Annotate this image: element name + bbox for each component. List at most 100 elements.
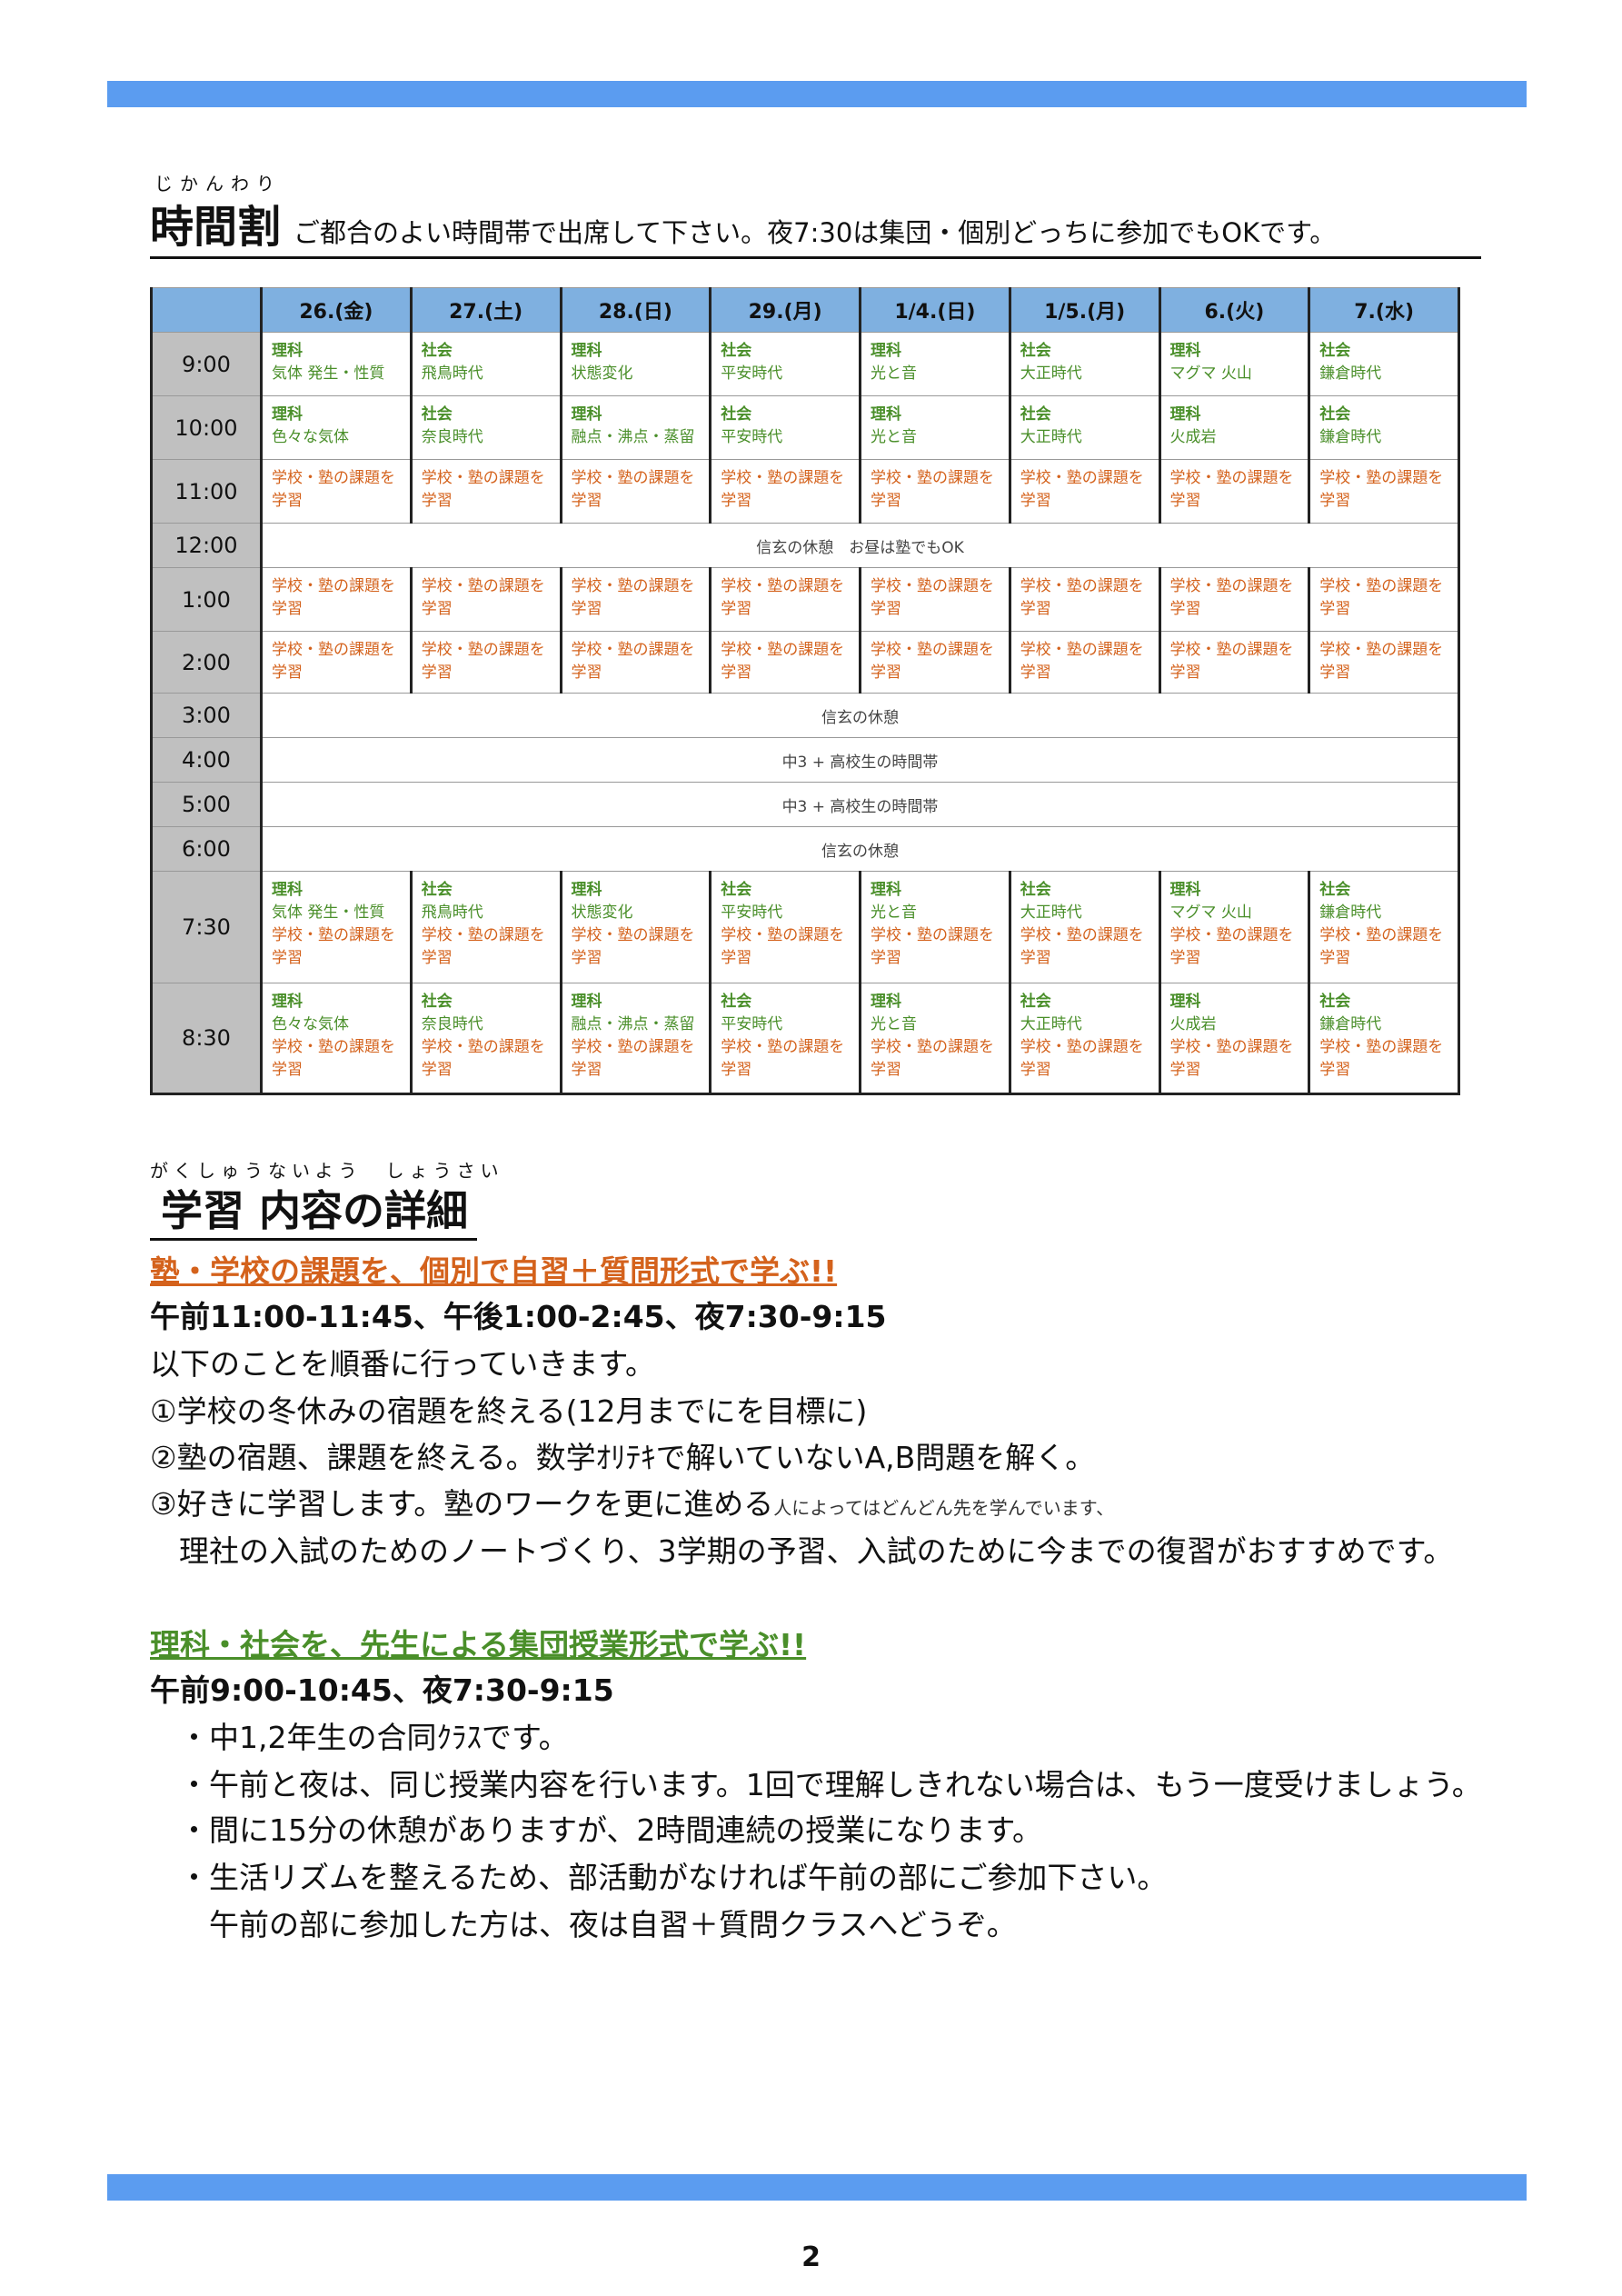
class-cell: 理科 光と音 学校・塾の課題を 学習 [859,871,1010,983]
subject: 社会 [1319,881,1351,899]
class-cell: 社会 大正時代 [1008,332,1160,396]
class-cell: 社会 鎌倉時代 [1308,395,1460,460]
subject: 社会 [1020,342,1051,360]
study-text: 学習 [871,949,901,967]
class-cell: 学校・塾の課題を 学習 [409,567,562,632]
subject: 理科 [571,881,602,899]
study-text: 学校・塾の課題を [571,926,695,944]
group-bullet: ・午前と夜は、同じ授業内容を行います。1回で理解しきれない場合は、もう一度受けま… [179,1767,1482,1802]
day-header: 1/5.(月) [1008,287,1160,333]
subject: 社会 [1319,342,1351,360]
day-header: 1/4.(日) [859,287,1010,333]
subject: 理科 [272,993,303,1011]
time-label: 1:00 [150,567,263,632]
class-cell: 学校・塾の課題を 学習 [1008,631,1160,694]
class-cell: 社会 飛鳥時代 [409,332,562,396]
subject: 社会 [721,405,752,424]
timetable-row: 12:00 信玄の休憩 お昼は塾でもOK [150,523,1460,568]
break-cell: 中3 + 高校生の時間帯 [261,737,1460,783]
study-text: 学習 [272,664,303,682]
study-text: 学校・塾の課題を [1020,469,1144,487]
topic: 飛鳥時代 [421,364,483,383]
class-cell: 学校・塾の課題を 学習 [1158,459,1310,524]
topic: 平安時代 [721,428,783,446]
class-cell: 社会 平安時代 学校・塾の課題を 学習 [709,871,861,983]
study-text: 学習 [871,664,901,682]
study-text: 学習 [571,600,602,618]
subject: 理科 [571,405,602,424]
class-cell: 社会 鎌倉時代 学校・塾の課題を 学習 [1308,871,1460,983]
study-text: 学校・塾の課題を [1319,469,1444,487]
subject: 社会 [721,881,752,899]
study-text: 学習 [1020,664,1051,682]
day-header: 26.(金) [260,287,412,333]
subject: 理科 [1169,342,1201,360]
class-cell: 学校・塾の課題を 学習 [1008,459,1160,524]
title-main: 時間割 [150,202,282,253]
group-times: 午前9:00-10:45、夜7:30-9:15 [150,1672,614,1708]
subject: 社会 [1319,993,1351,1011]
individual-item-3-cont: 理社の入試のためのノートづくり、3学期の予習、入試のために今までの復習がおすすめ… [179,1533,1454,1569]
study-text: 学校・塾の課題を [421,1038,545,1056]
topic: 気体 発生・性質 [272,364,385,383]
study-text: 学校・塾の課題を [421,469,545,487]
study-text: 学校・塾の課題を [721,926,845,944]
study-text: 学校・塾の課題を [1319,926,1444,944]
timetable-row: 9:00 理科 気体 発生・性質 社会 飛鳥時代 理科 状態変化 社会 平安時代 理科 光と音 社会大… [150,332,1460,396]
topic: 光と音 [871,364,917,383]
class-cell: 学校・塾の課題を 学習 [859,459,1010,524]
class-cell: 理科 色々な気体 [260,395,412,460]
class-cell: 社会 奈良時代 学校・塾の課題を 学習 [409,983,562,1095]
topic: 平安時代 [721,1015,783,1033]
study-text: 学習 [721,664,752,682]
class-cell: 理科 火成岩 [1158,395,1310,460]
individual-item-2: ②塾の宿題、課題を終える。数学ｵﾘﾃｷで解いていないA,B問題を解く。 [150,1440,1096,1475]
topic: 奈良時代 [421,1015,483,1033]
study-text: 学習 [721,492,752,510]
time-label: 6:00 [150,826,263,872]
study-text: 学校・塾の課題を [1020,1038,1144,1056]
study-text: 学習 [1169,600,1201,618]
subject: 理科 [871,881,901,899]
subject: 理科 [272,881,303,899]
study-text: 学校・塾の課題を [871,926,994,944]
study-text: 学習 [421,1061,453,1079]
subject: 社会 [1020,881,1051,899]
study-text: 学校・塾の課題を [721,469,845,487]
study-text: 学校・塾の課題を [1020,577,1144,595]
topic: 火成岩 [1169,1015,1217,1033]
study-text: 学習 [871,1061,901,1079]
timetable-row: 6:00 信玄の休憩 [150,826,1460,872]
class-cell: 理科 状態変化 学校・塾の課題を 学習 [559,871,711,983]
timetable-row: 11:00 学校・塾の課題を 学習 学校・塾の課題を 学習 学校・塾の課題を 学習 学校・塾の… [150,459,1460,524]
study-text: 学校・塾の課題を [1319,577,1444,595]
class-cell: 理科 光と音 [859,332,1010,396]
title-ruby: じかんわり [154,173,282,195]
day-header: 28.(日) [559,287,711,333]
study-text: 学校・塾の課題を [1319,641,1444,659]
topic: 融点・沸点・蒸留 [571,428,695,446]
group-bullet: ・生活リズムを整えるため、部活動がなければ午前の部にご参加下さい。 [179,1860,1168,1895]
study-text: 学校・塾の課題を [1169,641,1294,659]
study-text: 学習 [1169,664,1201,682]
study-text: 学習 [1169,1061,1201,1079]
topic: マグマ 火山 [1169,903,1252,922]
study-text: 学校・塾の課題を [871,469,994,487]
time-label: 9:00 [150,332,263,396]
study-text: 学校・塾の課題を [1169,469,1294,487]
page-title: 時間割 ご都合のよい時間帯で出席して下さい。夜7:30は集団・個別どっちに参加でも… [150,191,1481,259]
subject: 社会 [721,342,752,360]
topic: 光と音 [871,1015,917,1033]
individual-heading: 塾・学校の課題を、個別で自習＋質問形式で学ぶ!! [150,1253,838,1289]
study-text: 学習 [272,949,303,967]
topic: 状態変化 [571,364,633,383]
break-cell: 信玄の休憩 お昼は塾でもOK [261,523,1460,568]
title-subtitle: ご都合のよい時間帯で出席して下さい。夜7:30は集団・個別どっちに参加でもOKで… [294,217,1337,248]
class-cell: 理科 融点・沸点・蒸留 学校・塾の課題を 学習 [559,983,711,1095]
topic: 色々な気体 [272,428,349,446]
details-title: 学習 内容の詳細 [150,1178,478,1241]
subject: 社会 [1319,405,1351,424]
topic: 鎌倉時代 [1319,903,1382,922]
timetable-row: 8:30 理科 色々な気体 学校・塾の課題を 学習 社会 奈良時代 学校・塾の課題を 学習 理科融… [150,983,1460,1095]
class-cell: 社会 飛鳥時代 学校・塾の課題を 学習 [409,871,562,983]
